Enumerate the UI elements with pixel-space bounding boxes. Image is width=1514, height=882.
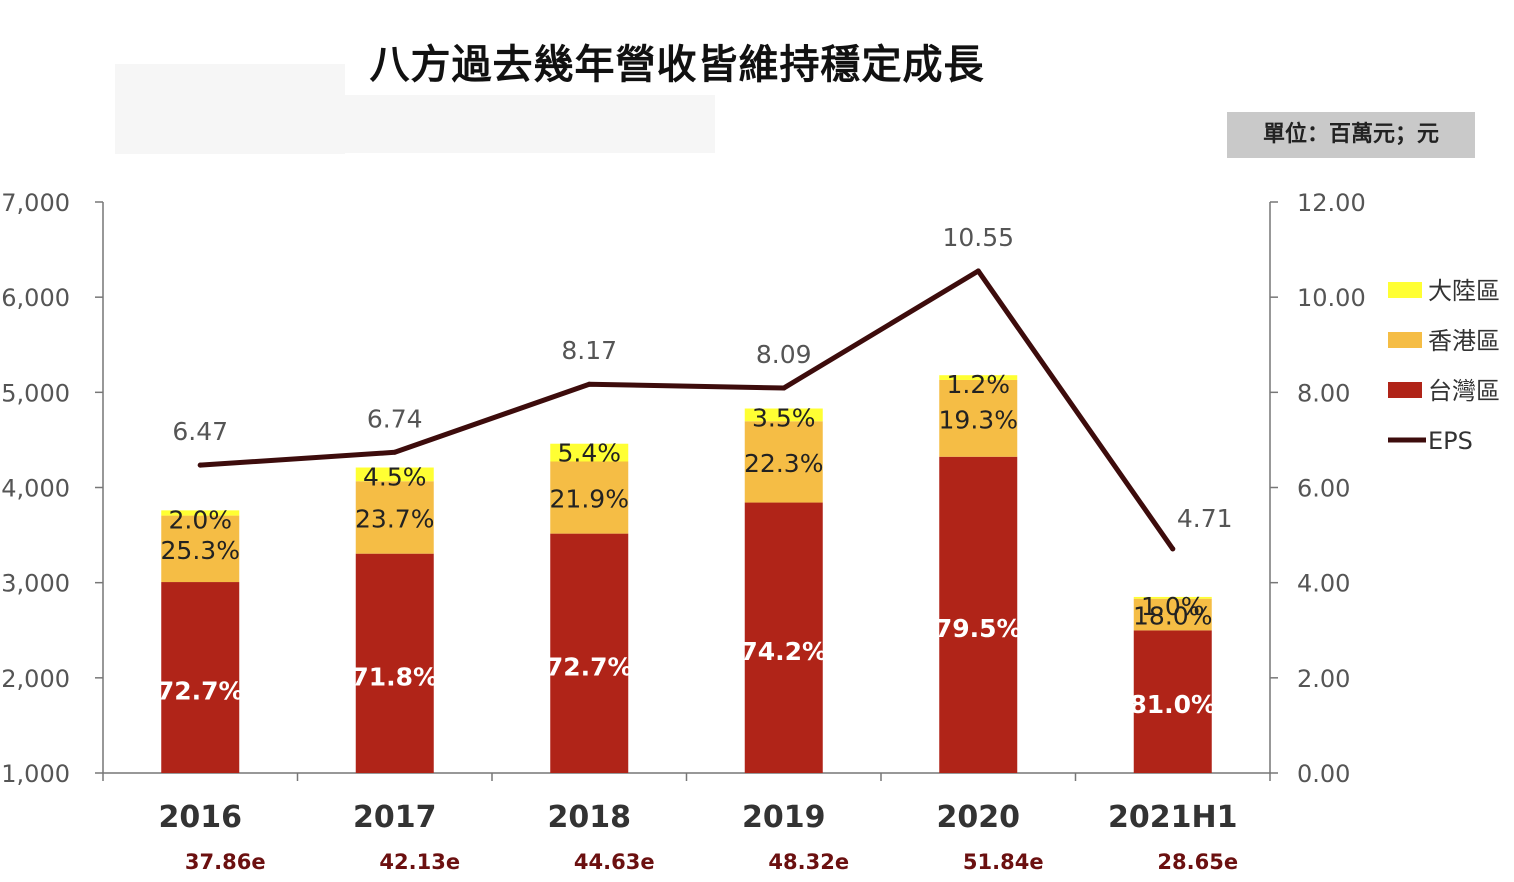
eps-value-label: 4.71 [1177,504,1233,533]
legend-swatch-hongkong [1388,332,1422,348]
left-tick-label: 2,000 [1,665,70,693]
eps-value-label: 6.74 [367,404,423,433]
eps-value-label: 6.47 [172,417,228,446]
bar-segment-taiwan [744,502,823,773]
bar-segment-mainland [744,408,823,422]
legend-label-mainland: 大陸區 [1428,277,1500,305]
bar-segment-mainland [1133,596,1212,599]
bar-label-taiwan: 79.5% [935,614,1022,643]
unit-label: 單位：百萬元；元 [1227,112,1475,158]
bar-segment-mainland [161,510,240,516]
eps-value-label: 8.09 [756,340,812,369]
legend-label-eps: EPS [1428,427,1473,455]
left-tick-label: 6,000 [1,284,70,312]
bar-label-taiwan: 74.2% [740,637,827,666]
bar-segment-taiwan [161,582,240,773]
bar-segment-mainland [355,467,434,482]
legend-swatch-taiwan [1388,382,1422,398]
left-tick-label: 1,000 [1,760,70,788]
bar-label-hongkong: 25.3% [161,536,240,565]
right-tick-label: 8.00 [1297,379,1350,407]
bar-segment-taiwan [939,456,1018,773]
bar-label-hongkong: 18.0% [1133,602,1212,631]
category-label: 2021H1 [1108,800,1237,835]
eps-point [197,462,203,468]
sub-label: 28.65e [1157,850,1238,874]
right-tick-label: 12.00 [1297,189,1366,217]
sub-label: 37.86e [185,850,266,874]
legend-label-taiwan: 台灣區 [1428,377,1500,405]
faint-background-block [115,64,345,154]
left-tick-label: 3,000 [1,570,70,598]
eps-value-label: 8.17 [561,336,617,365]
bar-segment-mainland [550,443,629,462]
bar-label-mainland: 4.5% [363,463,427,492]
right-tick-label: 2.00 [1297,665,1350,693]
bar-label-hongkong: 21.9% [550,485,629,514]
bar-label-mainland: 1.2% [946,370,1010,399]
eps-point [975,268,981,274]
sub-label: 51.84e [963,850,1044,874]
legend-swatch-mainland [1388,282,1422,298]
legend-label-hongkong: 香港區 [1428,327,1500,355]
bar-label-mainland: 2.0% [168,505,232,534]
bar-label-taiwan: 81.0% [1129,690,1216,719]
category-label: 2018 [548,800,632,835]
bar-segment-hongkong [1133,598,1212,631]
bar-segment-hongkong [161,515,240,583]
left-tick-label: 4,000 [1,475,70,503]
bar-segment-taiwan [550,533,629,773]
category-label: 2016 [159,800,243,835]
bar-label-hongkong: 19.3% [939,405,1018,434]
eps-point [1170,546,1176,552]
bar-label-taiwan: 71.8% [351,662,438,691]
bar-label-hongkong: 22.3% [744,449,823,478]
right-tick-label: 0.00 [1297,760,1350,788]
left-tick-label: 7,000 [1,189,70,217]
bar-label-taiwan: 72.7% [157,677,244,706]
bar-label-mainland: 5.4% [557,439,621,468]
category-label: 2020 [937,800,1021,835]
sub-label: 44.63e [574,850,655,874]
bar-segment-mainland [939,375,1018,380]
right-tick-label: 4.00 [1297,570,1350,598]
category-label: 2017 [353,800,437,835]
left-tick-label: 5,000 [1,379,70,407]
sub-label: 42.13e [379,850,460,874]
faint-background-block [345,95,715,153]
bar-segment-hongkong [939,379,1018,457]
chart-title: 八方過去幾年營收皆維持穩定成長 [369,42,985,88]
category-label: 2019 [742,800,826,835]
bar-label-mainland: 1.0% [1141,592,1205,621]
right-tick-label: 6.00 [1297,475,1350,503]
eps-point [392,449,398,455]
eps-line [197,268,1176,552]
sub-label: 48.32e [768,850,849,874]
bar-segment-hongkong [744,421,823,503]
right-tick-label: 10.00 [1297,284,1366,312]
eps-point [586,381,592,387]
bar-segment-hongkong [550,461,629,534]
eps-point [781,385,787,391]
bar-segment-taiwan [1133,630,1212,773]
bar-segment-taiwan [355,553,434,773]
eps-value-label: 10.55 [942,223,1014,252]
bar-segment-hongkong [355,481,434,554]
bar-label-taiwan: 72.7% [546,652,633,681]
bar-label-hongkong: 23.7% [355,504,434,533]
bar-label-mainland: 3.5% [752,404,816,433]
